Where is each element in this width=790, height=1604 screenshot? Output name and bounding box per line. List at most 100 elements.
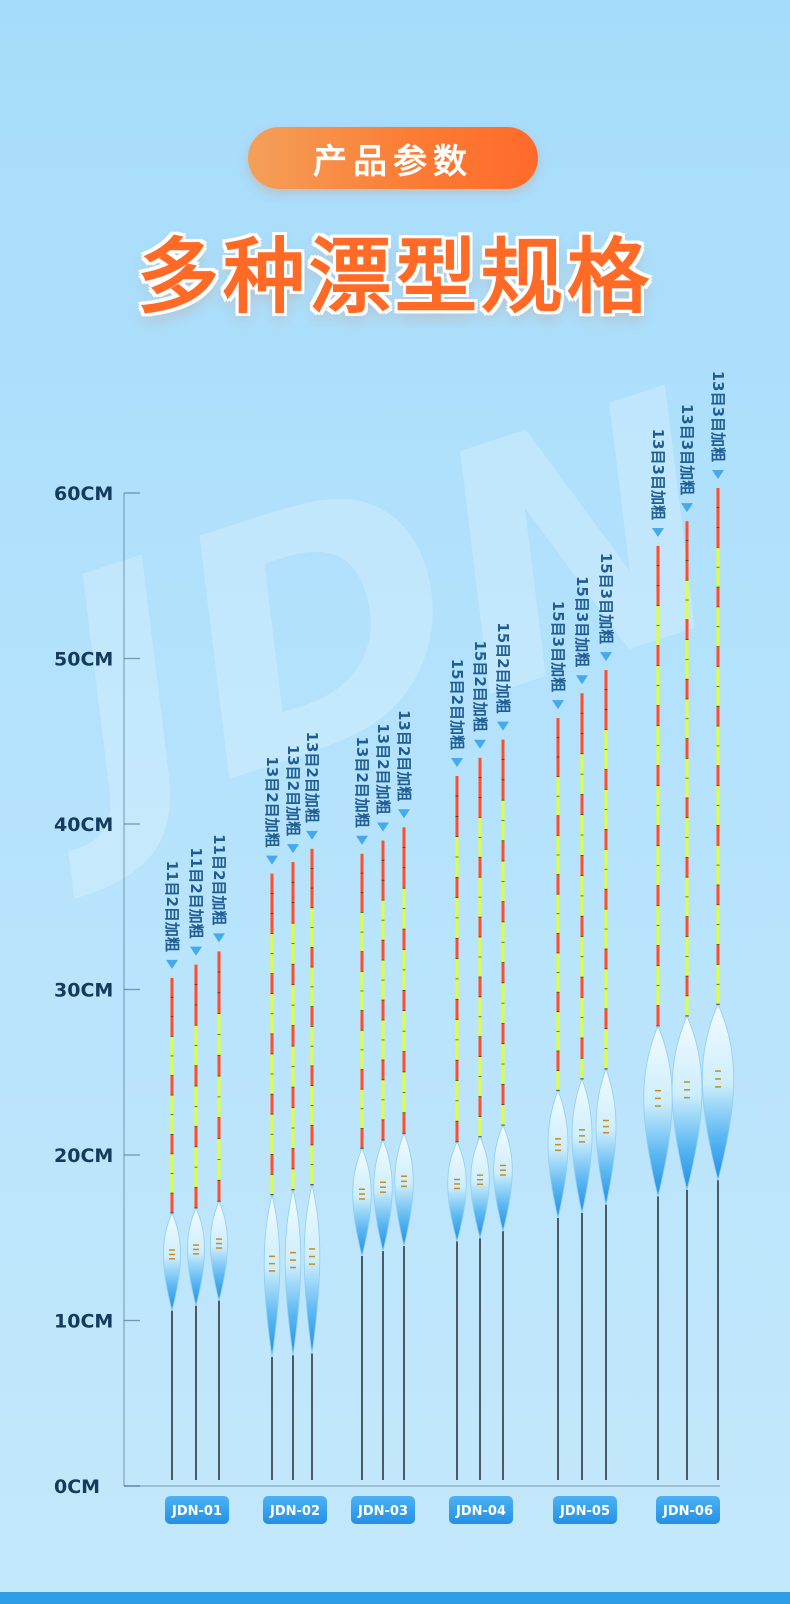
float-item: 13目2目加粗 bbox=[394, 710, 414, 1480]
float-body bbox=[447, 1140, 467, 1243]
float-spec-label: 13目3目加粗 bbox=[649, 429, 667, 520]
float-body bbox=[470, 1135, 490, 1240]
spec-pointer bbox=[213, 933, 225, 943]
float-spec-label: 11目2目加粗 bbox=[187, 847, 205, 938]
model-badge: JDN-06 bbox=[656, 1496, 720, 1524]
float-spec-label: 13目2目加粗 bbox=[374, 723, 392, 814]
spec-pointer bbox=[712, 470, 724, 480]
model-label: JDN-06 bbox=[662, 1504, 713, 1519]
model-badge: JDN-05 bbox=[553, 1496, 617, 1524]
spec-pointer bbox=[266, 855, 278, 865]
float-body bbox=[263, 1194, 281, 1357]
float-item: 13目2目加粗 bbox=[284, 745, 302, 1480]
float-item: 13目2目加粗 bbox=[263, 756, 281, 1480]
model-label: JDN-02 bbox=[269, 1504, 320, 1519]
model-badge: JDN-02 bbox=[263, 1496, 327, 1524]
float-group-jdn-06: 13目3目加粗 13目3目加粗 13目3目加粗 JDN-06 bbox=[643, 371, 735, 1524]
float-body bbox=[595, 1067, 617, 1205]
float-spec-label: 15目3目加粗 bbox=[597, 553, 615, 644]
page-headline: 多种漂型规格 bbox=[136, 230, 653, 325]
spec-pointer bbox=[576, 675, 588, 685]
axis-tick-label: 10CM bbox=[54, 1311, 113, 1333]
float-item: 13目2目加粗 bbox=[352, 736, 372, 1480]
float-spec-label: 15目3目加粗 bbox=[549, 601, 567, 692]
float-spec-label: 13目2目加粗 bbox=[353, 736, 371, 827]
float-body bbox=[643, 1024, 673, 1197]
float-spec-label: 13目3目加粗 bbox=[678, 404, 696, 495]
float-item: 15目2目加粗 bbox=[493, 622, 513, 1480]
float-group-jdn-04: 15目2目加粗 15目2目加粗 15目2目加粗 JDN-04 bbox=[447, 622, 513, 1524]
float-body bbox=[571, 1077, 593, 1214]
spec-pointer bbox=[681, 503, 693, 513]
spec-pointer bbox=[497, 721, 509, 731]
float-spec-label: 13目2目加粗 bbox=[284, 745, 302, 836]
float-item: 15目2目加粗 bbox=[447, 659, 467, 1480]
model-badge: JDN-03 bbox=[351, 1496, 415, 1524]
model-badge-bg bbox=[263, 1496, 327, 1524]
axis-tick-label: 40CM bbox=[54, 814, 113, 836]
float-spec-label: 13目2目加粗 bbox=[395, 710, 413, 801]
float-body bbox=[187, 1206, 205, 1306]
float-item: 11目2目加粗 bbox=[210, 834, 228, 1480]
float-spec-label: 15目2目加粗 bbox=[471, 640, 489, 731]
float-spec-label: 15目2目加粗 bbox=[494, 622, 512, 713]
spec-pointer bbox=[356, 835, 368, 845]
float-body bbox=[303, 1184, 321, 1354]
model-badge: JDN-04 bbox=[449, 1496, 513, 1524]
axis-tick-label: 50CM bbox=[54, 649, 113, 671]
spec-pointer bbox=[552, 700, 564, 710]
float-spec-label: 15目3目加粗 bbox=[573, 576, 591, 667]
product-params-badge: 产品参数 bbox=[248, 127, 538, 189]
float-spec-label: 13目2目加粗 bbox=[263, 756, 281, 847]
model-label: JDN-04 bbox=[455, 1504, 506, 1519]
float-item: 15目3目加粗 bbox=[547, 601, 569, 1480]
spec-pointer bbox=[377, 822, 389, 832]
spec-pointer bbox=[474, 739, 486, 749]
float-spec-label: 11目2目加粗 bbox=[210, 834, 228, 925]
float-group-jdn-05: 15目3目加粗 15目3目加粗 15目3目加粗 JDN-05 bbox=[547, 553, 617, 1524]
float-spec-label: 15目2目加粗 bbox=[448, 659, 466, 750]
float-item: 13目3目加粗 bbox=[671, 404, 703, 1480]
spec-pointer bbox=[652, 527, 664, 537]
float-spec-label: 13目3目加粗 bbox=[709, 371, 727, 462]
model-label: JDN-01 bbox=[171, 1504, 222, 1519]
float-item: 13目2目加粗 bbox=[303, 732, 321, 1480]
height-axis: 0CM 10CM 20CM 30CM 40CM 50CM 60CM bbox=[54, 483, 720, 1498]
float-body bbox=[210, 1200, 228, 1301]
spec-pointer bbox=[287, 844, 299, 854]
model-badge: JDN-01 bbox=[165, 1496, 229, 1524]
float-item: 11目2目加粗 bbox=[163, 861, 181, 1480]
float-item: 11目2目加粗 bbox=[187, 847, 205, 1480]
spec-pointer bbox=[451, 758, 463, 768]
float-body bbox=[284, 1189, 302, 1356]
float-item: 15目3目加粗 bbox=[571, 576, 593, 1480]
float-item: 15目3目加粗 bbox=[595, 553, 617, 1480]
axis-tick-label: 0CM bbox=[54, 1476, 100, 1498]
float-body bbox=[547, 1089, 569, 1218]
model-label: JDN-05 bbox=[559, 1504, 610, 1519]
float-body bbox=[352, 1147, 372, 1257]
float-body bbox=[163, 1211, 181, 1311]
axis-tick-label: 30CM bbox=[54, 980, 113, 1002]
axis-tick-label: 60CM bbox=[54, 483, 113, 505]
model-badge-bg bbox=[165, 1496, 229, 1524]
bottom-bar bbox=[0, 1592, 790, 1604]
float-item: 13目2目加粗 bbox=[373, 723, 393, 1480]
model-badge-bg bbox=[351, 1496, 415, 1524]
float-body bbox=[493, 1124, 513, 1232]
float-spec-label: 13目2目加粗 bbox=[303, 732, 321, 823]
float-body bbox=[373, 1139, 393, 1252]
spec-pointer bbox=[600, 652, 612, 662]
model-label: JDN-03 bbox=[357, 1504, 408, 1519]
jdn-watermark: JDN bbox=[0, 320, 770, 911]
model-badge-bg bbox=[449, 1496, 513, 1524]
spec-pointer bbox=[166, 959, 178, 969]
float-body bbox=[701, 1003, 735, 1182]
float-item: 15目2目加粗 bbox=[470, 640, 490, 1480]
axis-tick-label: 20CM bbox=[54, 1145, 113, 1167]
float-body bbox=[394, 1132, 414, 1247]
